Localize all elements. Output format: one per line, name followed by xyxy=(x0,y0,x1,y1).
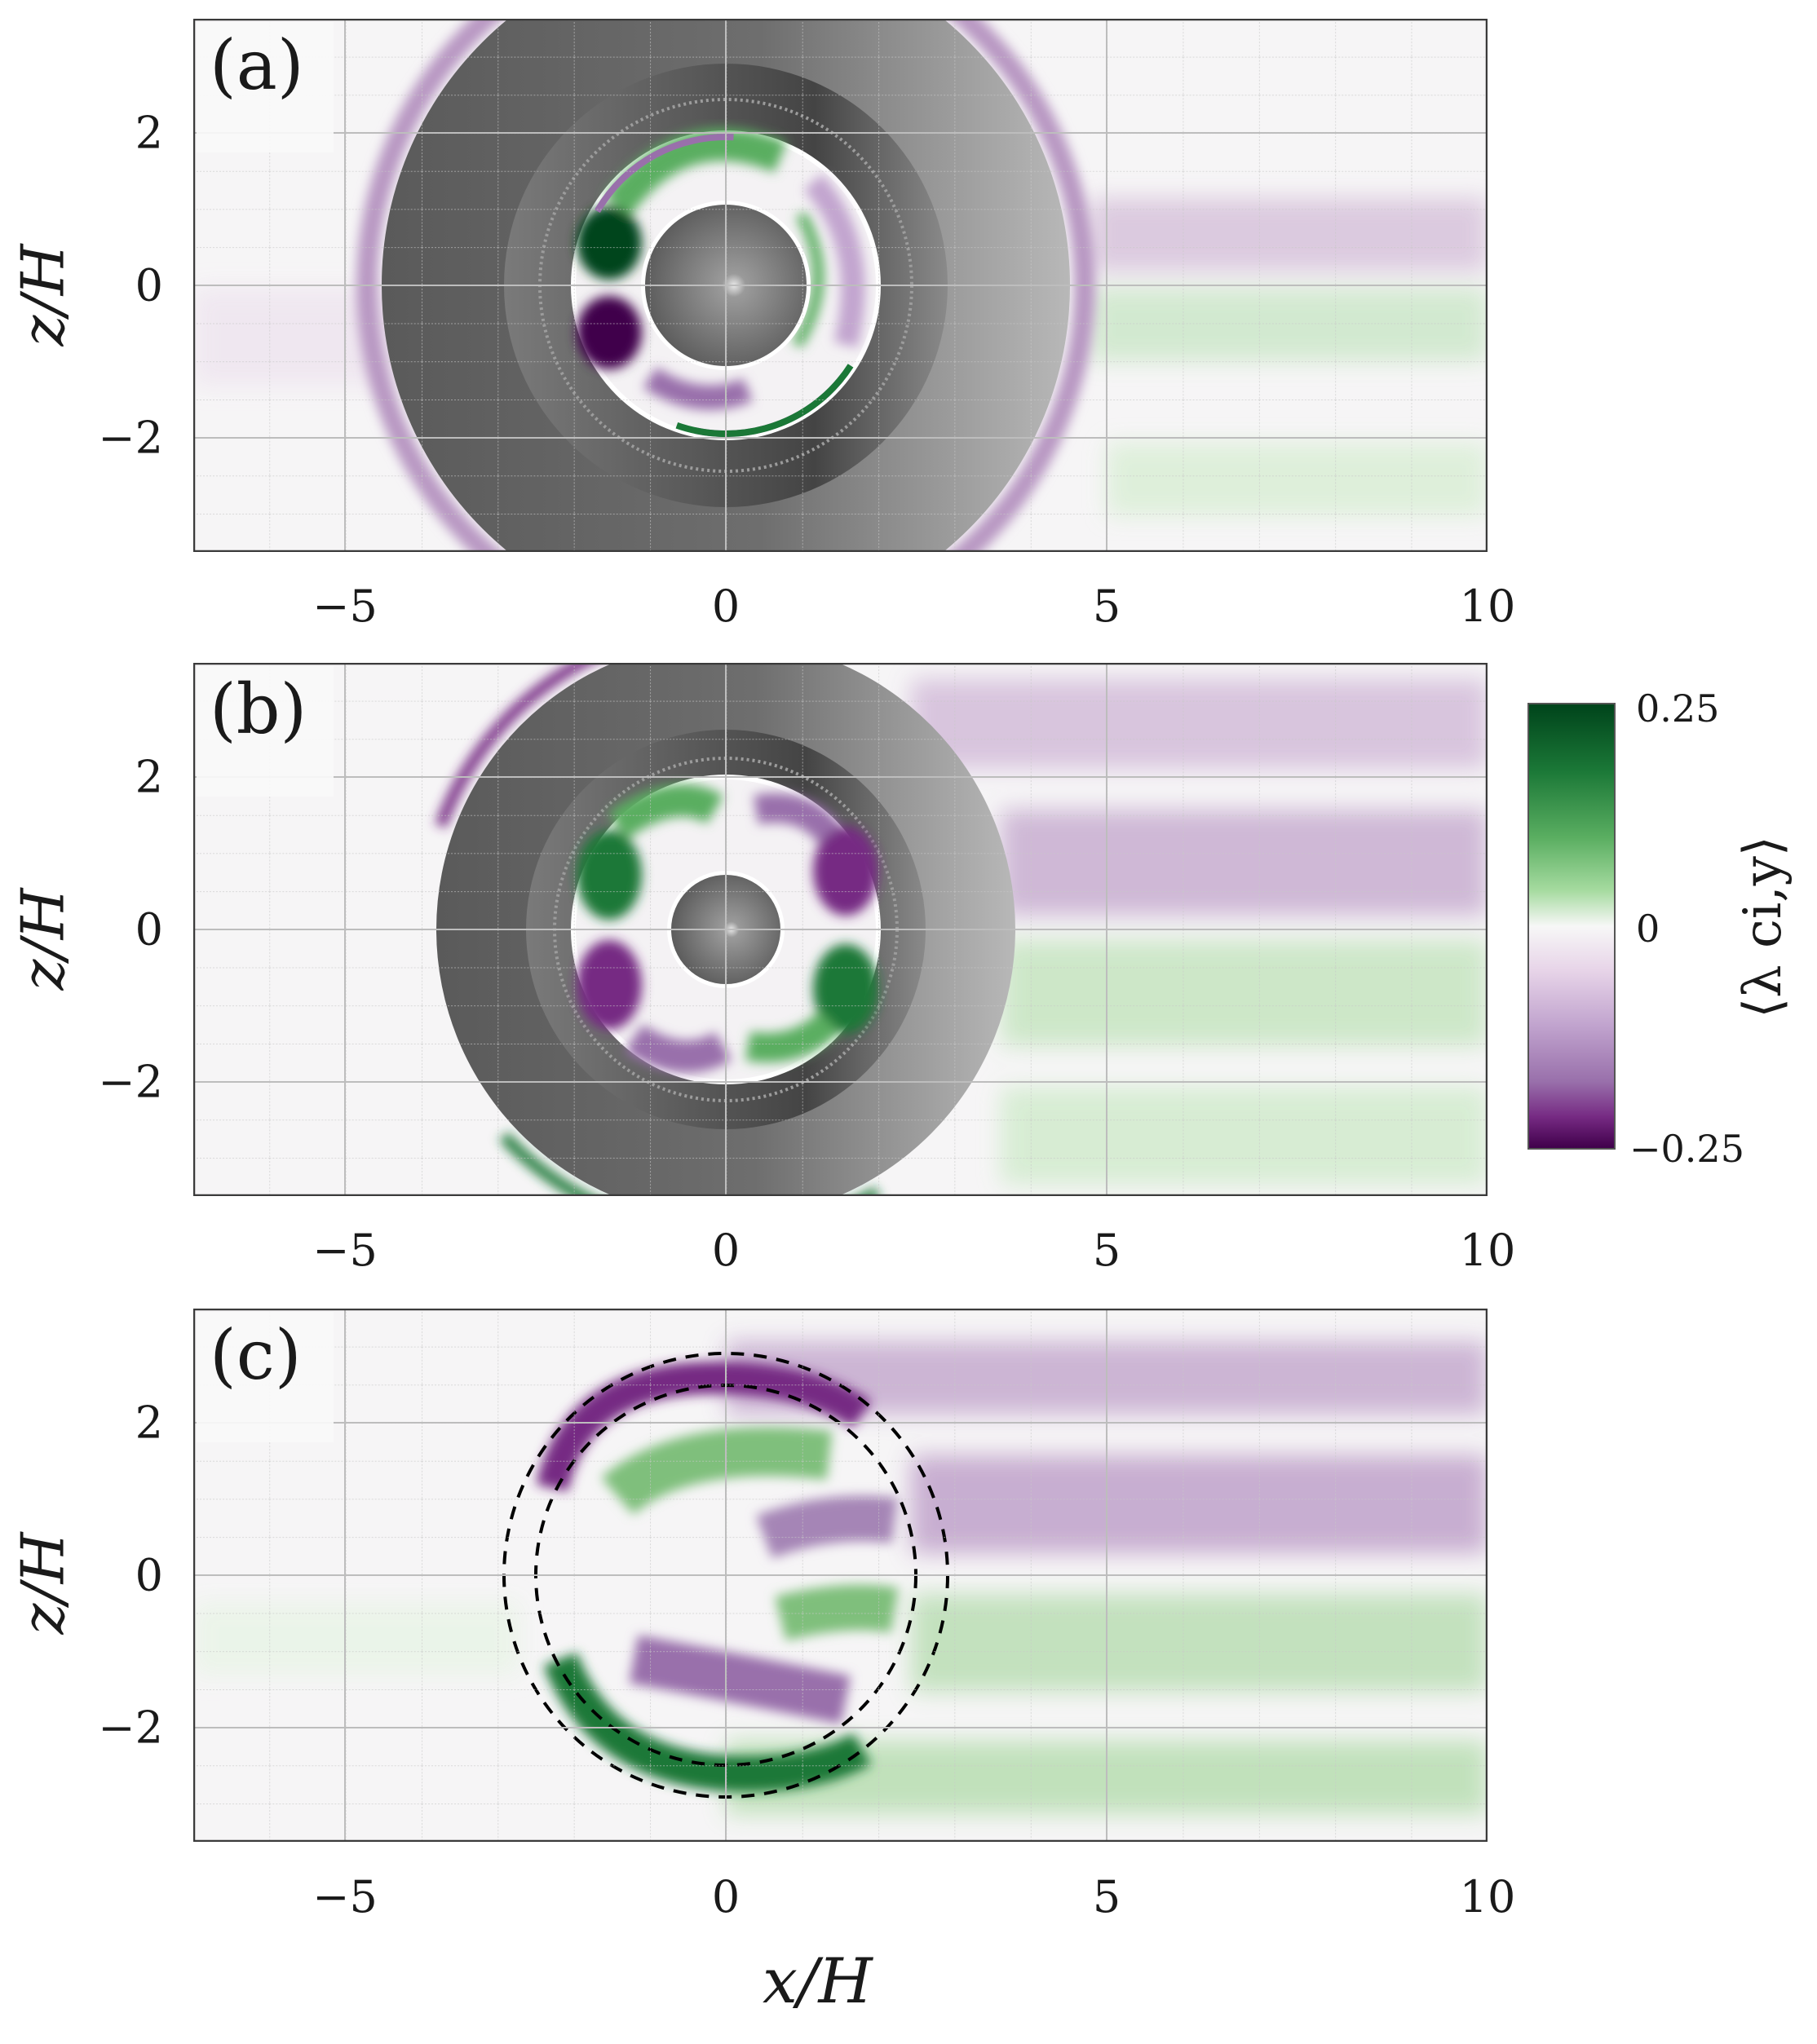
ylabel-a: z/H xyxy=(8,244,77,347)
xtick-5-b: 5 xyxy=(1092,1225,1121,1276)
xtick-neg5-a: −5 xyxy=(312,581,378,632)
ytick-neg2-b: −2 xyxy=(98,1056,163,1108)
xlabel: x/H xyxy=(763,1945,873,2017)
xtick-5-c: 5 xyxy=(1092,1871,1121,1923)
heatmap-a xyxy=(193,19,1488,552)
ytick-0-a: 0 xyxy=(135,259,163,311)
ytick-0-c: 0 xyxy=(135,1549,163,1601)
panel-label-c: (c) xyxy=(210,1315,302,1395)
panel-a: (a) xyxy=(193,19,1488,552)
xtick-0-a: 0 xyxy=(711,581,741,632)
ytick-2-a: 2 xyxy=(135,107,163,159)
panel-label-a: (a) xyxy=(210,25,304,105)
ytick-2-c: 2 xyxy=(135,1397,163,1449)
panel-label-b: (b) xyxy=(210,669,307,749)
xtick-neg5-c: −5 xyxy=(312,1871,378,1923)
ytick-2-b: 2 xyxy=(135,751,163,803)
ylabel-c: z/H xyxy=(8,1532,77,1635)
ytick-neg2-c: −2 xyxy=(98,1702,163,1754)
colorbar-tick-max: 0.25 xyxy=(1636,686,1720,731)
ylabel-b: z/H xyxy=(8,888,77,991)
colorbar-label: ⟨λ ci,y⟩ xyxy=(1732,836,1793,1018)
xtick-10-c: 10 xyxy=(1459,1871,1516,1923)
xtick-0-c: 0 xyxy=(711,1871,741,1923)
xtick-10-b: 10 xyxy=(1459,1225,1516,1276)
xtick-5-a: 5 xyxy=(1092,581,1121,632)
panel-c: (c) xyxy=(193,1309,1488,1842)
colorbar-tick-zero: 0 xyxy=(1636,907,1660,951)
heatmap-b xyxy=(193,663,1488,1196)
ytick-neg2-a: −2 xyxy=(98,412,163,464)
xtick-10-a: 10 xyxy=(1459,581,1516,632)
panel-b: (b) xyxy=(193,663,1488,1196)
heatmap-c xyxy=(193,1309,1488,1842)
colorbar xyxy=(1527,703,1616,1150)
xtick-neg5-b: −5 xyxy=(312,1225,378,1276)
ytick-0-b: 0 xyxy=(135,903,163,956)
colorbar-tick-min: −0.25 xyxy=(1629,1127,1744,1171)
xtick-0-b: 0 xyxy=(711,1225,741,1276)
